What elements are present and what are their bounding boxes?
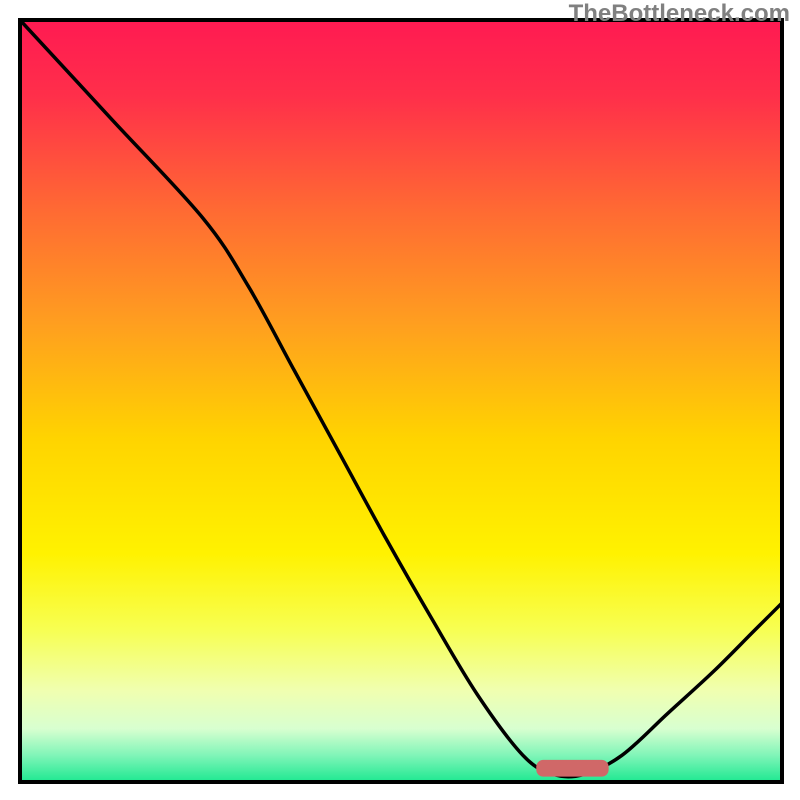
bottleneck-chart — [0, 0, 800, 800]
chart-background-gradient — [20, 20, 782, 782]
watermark-text: TheBottleneck.com — [569, 0, 790, 28]
optimal-range-marker — [536, 760, 608, 777]
